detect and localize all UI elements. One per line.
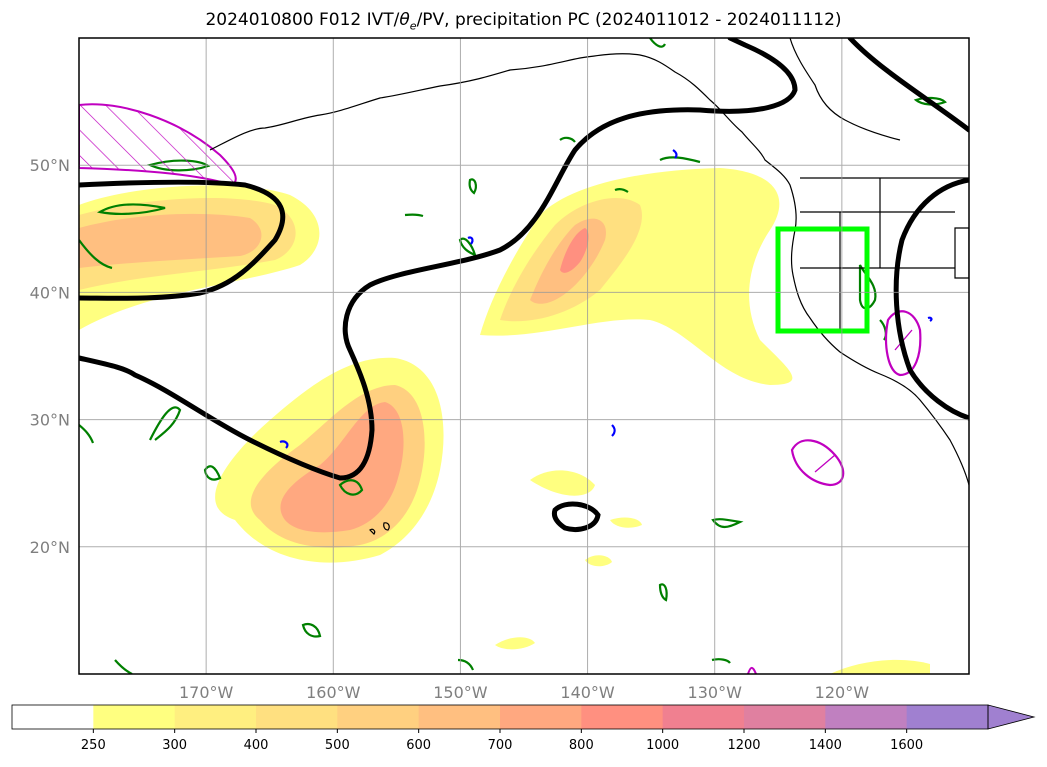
region-highlight-box (775, 226, 870, 334)
colorbar-segment (500, 705, 582, 729)
colorbar-segment (174, 705, 257, 729)
colorbar-segment (906, 705, 989, 729)
colorbar-segment (662, 705, 745, 729)
lat-tick-label: 40°N (30, 283, 70, 302)
colorbar-tick-label: 500 (325, 738, 350, 753)
colorbar-segment (418, 705, 501, 729)
colorbar-segment (581, 705, 664, 729)
title-prefix: 2024010800 F012 IVT/ (205, 10, 400, 30)
colorbar-tick-label: 600 (406, 738, 431, 753)
lon-tick-label: 160°W (306, 683, 361, 702)
lon-tick-label: 150°W (433, 683, 488, 702)
lat-tick-label: 20°N (30, 538, 70, 557)
lon-tick-label: 140°W (560, 683, 615, 702)
colorbar-segment (744, 705, 826, 729)
plot-area (79, 38, 969, 674)
colorbar-segment (825, 705, 908, 729)
pv-negative-contours (279, 149, 933, 449)
colorbar-tick-label: 700 (488, 738, 513, 753)
gridlines (79, 38, 969, 674)
lon-tick-label: 170°W (179, 683, 234, 702)
plot-frame (78, 37, 970, 675)
colorbar-segment (12, 705, 94, 729)
title-suffix: /PV, precipitation PC (2024011012 - 2024… (416, 10, 842, 30)
lon-tick-label: 130°W (688, 683, 743, 702)
map-title: 2024010800 F012 IVT/θe/PV, precipitation… (0, 10, 1047, 32)
colorbar-tick-label: 800 (569, 738, 594, 753)
title-theta: θ (399, 10, 410, 30)
pv-contours (79, 38, 947, 674)
coastlines (209, 38, 969, 535)
theta-e-contours (79, 38, 969, 532)
title-theta-subscript: e (409, 19, 417, 33)
colorbar-tick-label: 400 (244, 738, 269, 753)
colorbar: 250 300 400 500 600 700 800 1000 1200 1400 1600 (11, 704, 1036, 753)
colorbar-tick-label: 1200 (727, 738, 760, 753)
longitude-labels: 170°W 160°W 150°W 140°W 130°W 120°W (179, 683, 869, 702)
latitude-labels: 50°N 40°N 30°N 20°N (30, 156, 70, 557)
colorbar-tick-label: 300 (162, 738, 187, 753)
colorbar-tick-label: 250 (81, 738, 106, 753)
colorbar-extend-arrow (987, 704, 1036, 730)
lon-tick-label: 120°W (815, 683, 870, 702)
lat-tick-label: 50°N (30, 156, 70, 175)
colorbar-segment (337, 705, 420, 729)
lat-tick-label: 30°N (30, 411, 70, 430)
colorbar-tick-label: 1600 (890, 738, 923, 753)
colorbar-tick-label: 1000 (646, 738, 679, 753)
colorbar-tick-label: 1400 (809, 738, 842, 753)
colorbar-segment (256, 705, 338, 729)
colorbar-segment (93, 705, 176, 729)
